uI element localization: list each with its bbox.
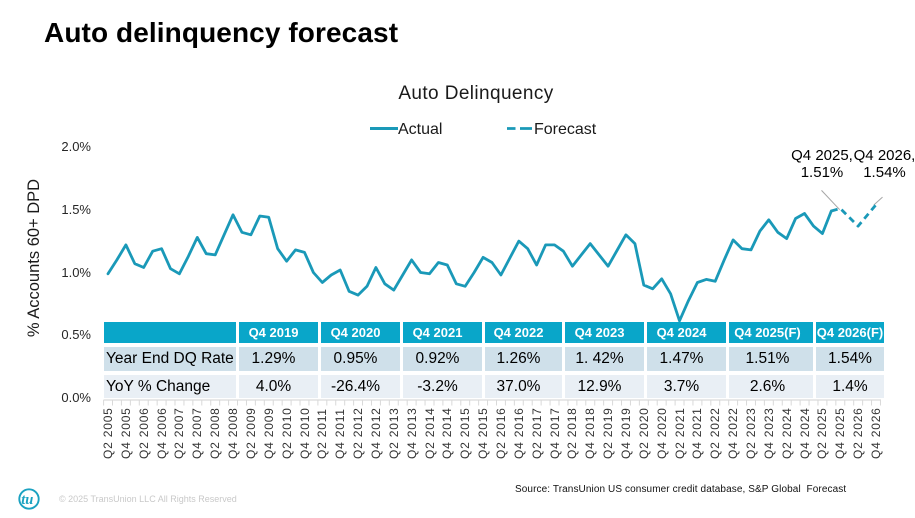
svg-text:tu: tu [21, 492, 33, 508]
